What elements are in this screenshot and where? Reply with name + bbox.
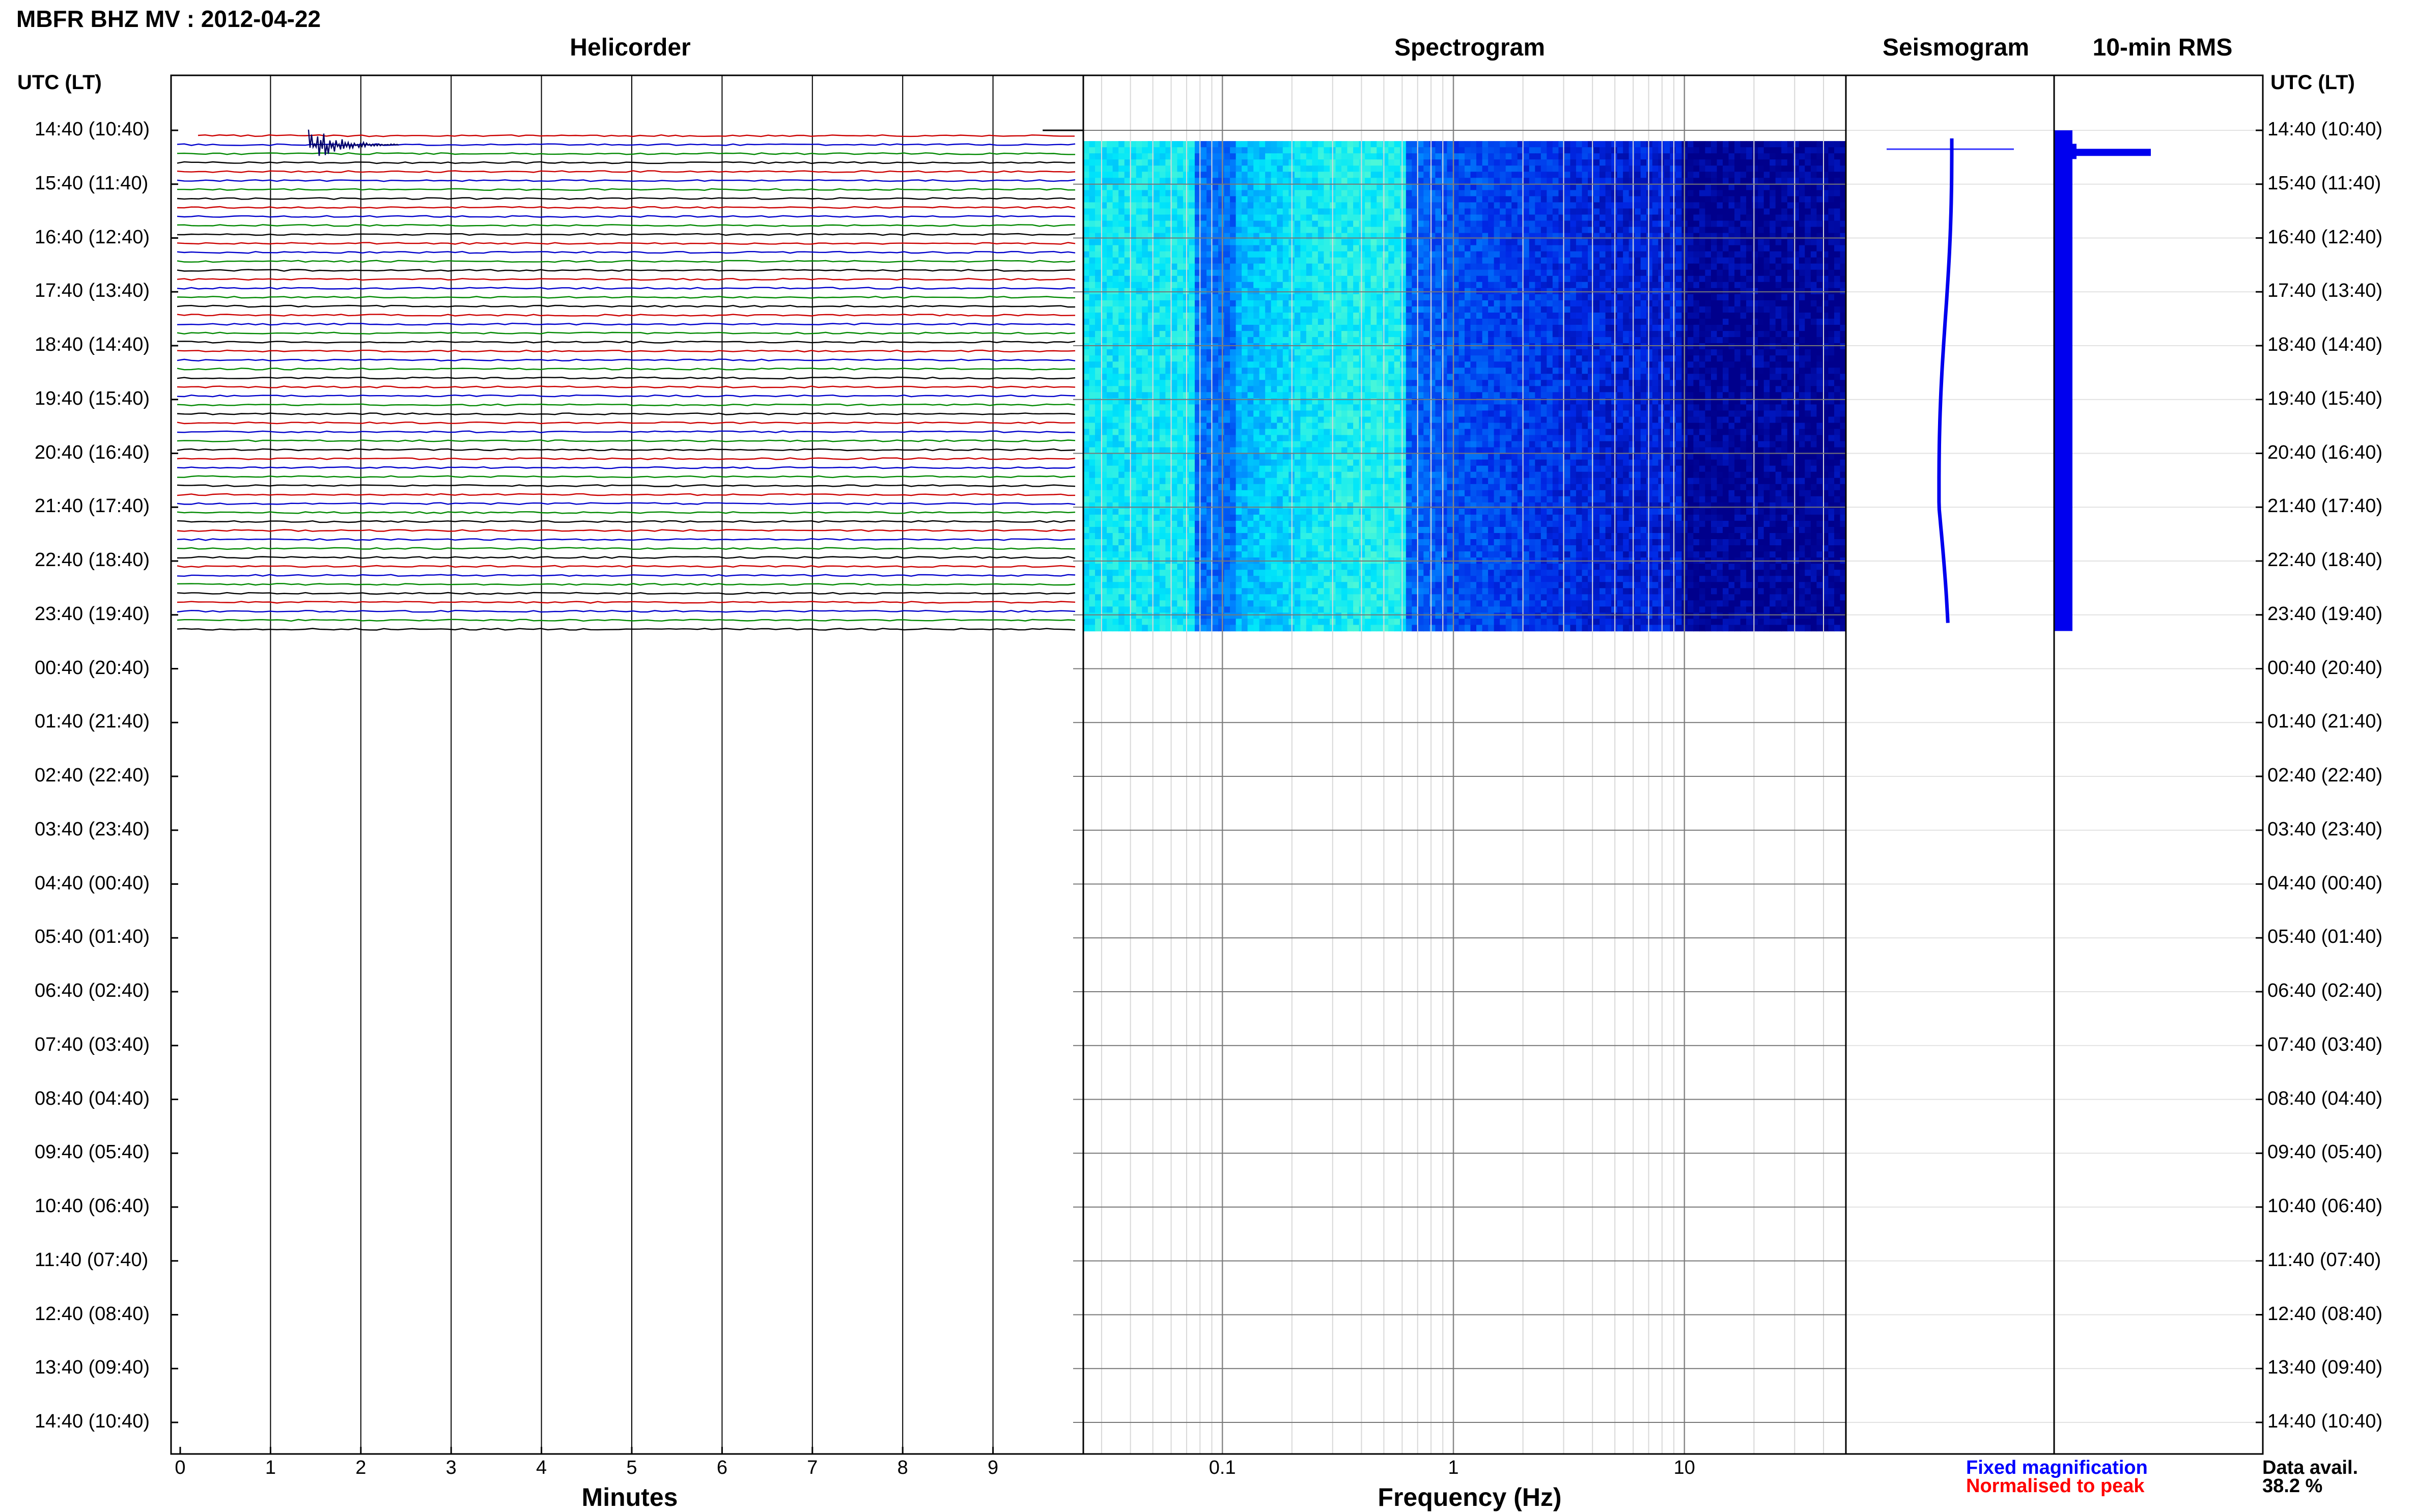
minutes-tick-label: 9: [988, 1457, 998, 1479]
time-label-left: 08:40 (04:40): [35, 1088, 150, 1110]
time-label-left: 02:40 (22:40): [35, 765, 150, 787]
time-label-left: 19:40 (15:40): [35, 388, 150, 410]
time-label-left: 12:40 (08:40): [35, 1303, 150, 1325]
time-label-right: 03:40 (23:40): [2267, 819, 2382, 841]
time-label-right: 20:40 (16:40): [2267, 442, 2382, 464]
rms-title: 10-min RMS: [2093, 34, 2233, 62]
time-label-right: 08:40 (04:40): [2267, 1088, 2382, 1110]
spectrogram-xlabel: Frequency (Hz): [1378, 1482, 1561, 1512]
minutes-tick-label: 6: [717, 1457, 727, 1479]
rms-bars: [2054, 130, 2151, 631]
time-label-right: 21:40 (17:40): [2267, 495, 2382, 517]
minutes-tick-label: 5: [626, 1457, 637, 1479]
time-label-right: 10:40 (06:40): [2267, 1195, 2382, 1217]
time-label-left: 03:40 (23:40): [35, 819, 150, 841]
time-label-right: 07:40 (03:40): [2267, 1034, 2382, 1056]
spectrogram-title: Spectrogram: [1394, 34, 1545, 62]
minutes-tick-label: 8: [897, 1457, 908, 1479]
time-label-left: 11:40 (07:40): [35, 1249, 148, 1271]
time-label-left: 15:40 (11:40): [35, 173, 148, 194]
time-label-right: 02:40 (22:40): [2267, 765, 2382, 787]
time-label-right: 05:40 (01:40): [2267, 926, 2382, 948]
frequency-tick-label: 0.1: [1209, 1457, 1236, 1479]
time-label-left: 22:40 (18:40): [35, 549, 150, 571]
frequency-tick-label: 1: [1448, 1457, 1458, 1479]
seismogram-title: Seismogram: [1883, 34, 2029, 62]
time-label-right: 14:40 (10:40): [2267, 119, 2382, 141]
legend-normalised-to-peak: Normalised to peak: [1966, 1475, 2145, 1497]
time-label-right: 12:40 (08:40): [2267, 1303, 2382, 1325]
time-label-left: 14:40 (10:40): [35, 119, 150, 141]
data-avail-value: 38.2 %: [2262, 1475, 2322, 1497]
spectrogram-heatmap: [1083, 141, 1846, 631]
helicorder-traces: [177, 130, 1075, 630]
chart-title: MBFR BHZ MV : 2012-04-22: [16, 5, 321, 33]
time-label-left: 23:40 (19:40): [35, 603, 150, 625]
time-label-left: 09:40 (05:40): [35, 1141, 150, 1163]
minutes-tick-label: 1: [265, 1457, 276, 1479]
time-label-right: 15:40 (11:40): [2267, 173, 2381, 194]
time-label-right: 06:40 (02:40): [2267, 980, 2382, 1002]
time-label-left: 00:40 (20:40): [35, 657, 150, 679]
time-label-left: 17:40 (13:40): [35, 280, 150, 302]
time-label-right: 11:40 (07:40): [2267, 1249, 2381, 1271]
time-label-right: 19:40 (15:40): [2267, 388, 2382, 410]
frequency-tick-label: 10: [1674, 1457, 1695, 1479]
time-label-left: 07:40 (03:40): [35, 1034, 150, 1056]
minutes-tick-label: 2: [355, 1457, 366, 1479]
time-label-left: 05:40 (01:40): [35, 926, 150, 948]
time-label-left: 20:40 (16:40): [35, 442, 150, 464]
time-label-right: 22:40 (18:40): [2267, 549, 2382, 571]
utc-label-right: UTC (LT): [2270, 71, 2355, 94]
seismogram-trace: [1887, 138, 2014, 623]
minutes-tick-label: 3: [446, 1457, 457, 1479]
time-label-left: 14:40 (10:40): [35, 1411, 150, 1433]
time-label-left: 01:40 (21:40): [35, 711, 150, 733]
time-label-right: 16:40 (12:40): [2267, 227, 2382, 248]
minutes-tick-label: 4: [536, 1457, 547, 1479]
time-label-right: 18:40 (14:40): [2267, 334, 2382, 356]
time-label-right: 17:40 (13:40): [2267, 280, 2382, 302]
time-label-left: 21:40 (17:40): [35, 495, 150, 517]
helicorder-xlabel: Minutes: [582, 1482, 678, 1512]
time-label-right: 14:40 (10:40): [2267, 1411, 2382, 1433]
time-label-right: 00:40 (20:40): [2267, 657, 2382, 679]
time-label-right: 13:40 (09:40): [2267, 1357, 2382, 1379]
time-label-left: 06:40 (02:40): [35, 980, 150, 1002]
time-label-right: 23:40 (19:40): [2267, 603, 2382, 625]
time-label-right: 01:40 (21:40): [2267, 711, 2382, 733]
time-label-left: 18:40 (14:40): [35, 334, 150, 356]
helicorder-title: Helicorder: [570, 34, 690, 62]
time-label-right: 09:40 (05:40): [2267, 1141, 2382, 1163]
minutes-tick-label: 7: [807, 1457, 818, 1479]
utc-label-left: UTC (LT): [17, 71, 102, 94]
time-label-right: 04:40 (00:40): [2267, 873, 2382, 894]
time-label-left: 16:40 (12:40): [35, 227, 150, 248]
minutes-tick-label: 0: [175, 1457, 185, 1479]
time-label-left: 13:40 (09:40): [35, 1357, 150, 1379]
time-label-left: 04:40 (00:40): [35, 873, 150, 894]
time-label-left: 10:40 (06:40): [35, 1195, 150, 1217]
